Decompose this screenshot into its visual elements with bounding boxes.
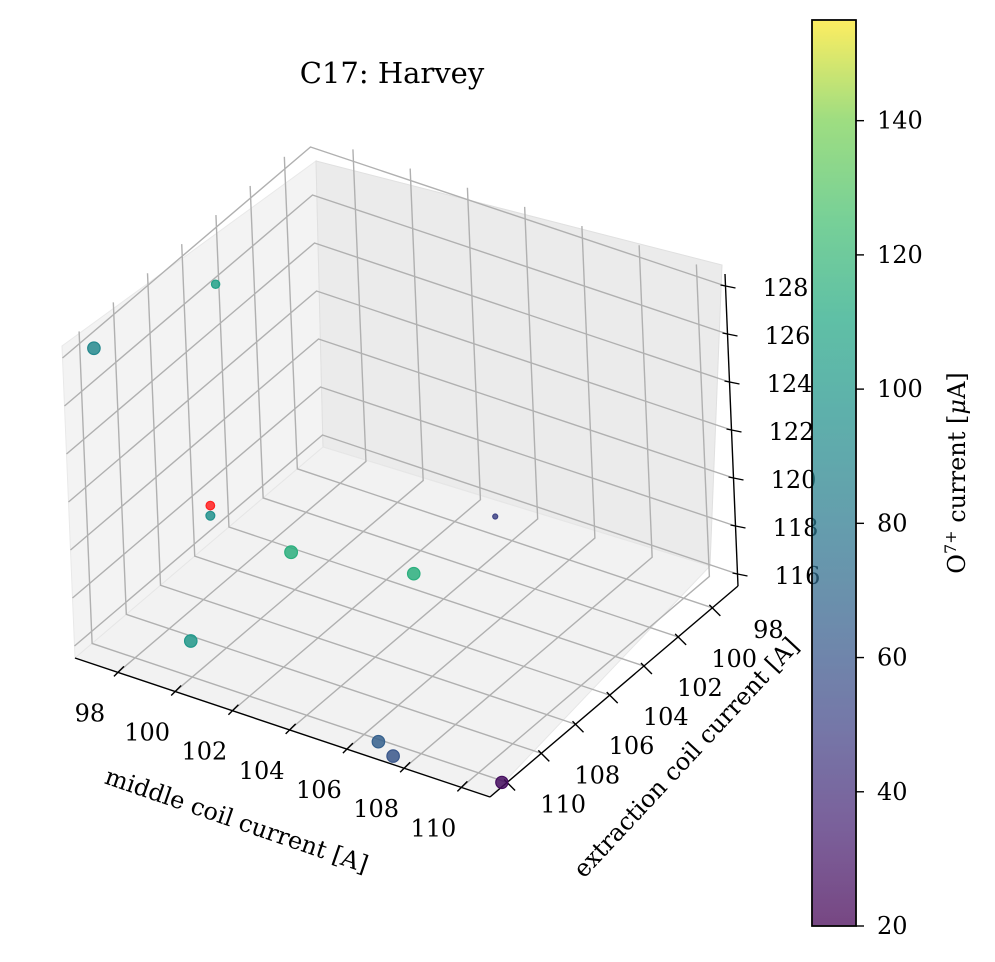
- y-gridline: [78, 331, 508, 784]
- data-point: [406, 566, 421, 581]
- colorbar-tick-label: 100: [877, 375, 923, 403]
- y-tick: [640, 662, 653, 675]
- y-tick-label: 106: [609, 732, 655, 760]
- y-gridline: [215, 215, 645, 667]
- data-point: [371, 734, 386, 749]
- y-tick: [537, 749, 550, 762]
- data-point: [492, 513, 499, 520]
- chart-title: C17: Harvey: [300, 56, 485, 90]
- z-tick: [724, 380, 740, 385]
- y-tick-label: 108: [574, 761, 620, 789]
- z-gridline: [64, 194, 728, 407]
- y-gridline: [112, 302, 542, 755]
- x-tick: [285, 723, 297, 735]
- z-tick-label: 124: [767, 370, 813, 398]
- x-tick: [342, 742, 354, 754]
- z-tick: [722, 332, 738, 337]
- colorbar-tick-label: 120: [877, 241, 923, 269]
- z-gridline: [72, 386, 736, 599]
- z-tick: [732, 572, 748, 577]
- y-tick: [708, 604, 721, 617]
- y-tick-label: 102: [677, 674, 723, 702]
- z-tick-label: 122: [769, 418, 815, 446]
- x-gridline: [117, 149, 367, 673]
- y-tick-label: 110: [540, 790, 586, 818]
- x-gridline: [174, 168, 424, 693]
- x-gridline: [460, 264, 711, 788]
- colorbar: [811, 19, 857, 927]
- z-tick: [728, 476, 744, 481]
- colorbar-tick-label: 80: [877, 509, 908, 537]
- x-tick: [227, 704, 239, 716]
- y-tick: [674, 633, 687, 646]
- data-point: [183, 634, 198, 648]
- z-gridline: [68, 290, 732, 503]
- y-tick-label: 100: [711, 645, 757, 673]
- x-tick: [399, 761, 411, 773]
- y-tick-label: 104: [643, 703, 689, 731]
- colorbar-ticks: 20 40 60 80 100 120 140: [856, 107, 923, 940]
- y-gridline: [283, 156, 713, 609]
- z-tick-label: 120: [771, 466, 817, 494]
- x-axis-line: [74, 657, 491, 798]
- z-tick: [730, 524, 746, 529]
- y-tick: [606, 691, 619, 704]
- z-gridline: [70, 338, 734, 551]
- y-tick-label: 98: [753, 616, 784, 644]
- y-gridline: [249, 185, 679, 638]
- y-gridline: [181, 244, 610, 696]
- x-tick-label: 108: [353, 795, 399, 823]
- z-tick-label: 128: [763, 274, 809, 302]
- x-tick: [456, 780, 468, 792]
- x-tick-label: 98: [75, 699, 106, 727]
- z-gridline: [66, 242, 730, 455]
- y-tick: [572, 720, 585, 733]
- data-points: [87, 279, 509, 790]
- z-tick: [726, 428, 742, 433]
- x-tick: [113, 665, 125, 677]
- colorbar-label: O7+ current [μA]: [941, 372, 971, 573]
- z-tick: [720, 284, 736, 289]
- colorbar-tick-label: 60: [877, 644, 908, 672]
- x-gridline: [346, 226, 596, 750]
- z-gridline: [74, 434, 738, 647]
- x-gridline: [231, 187, 482, 712]
- axes: 9810010210410610811098100102104106108110…: [74, 273, 820, 842]
- y-axis-line: [489, 585, 739, 798]
- x-tick-label: 100: [124, 719, 170, 747]
- colorbar-tick-label: 140: [877, 107, 923, 135]
- x-tick-label: 102: [182, 738, 228, 766]
- data-point: [495, 775, 509, 790]
- x-gridline: [403, 245, 653, 769]
- data-point: [87, 341, 101, 356]
- y-gridline: [146, 273, 576, 725]
- data-point: [205, 510, 216, 521]
- z-gridline: [62, 146, 726, 359]
- z-tick-label: 126: [765, 322, 811, 350]
- x-tick-label: 110: [410, 814, 456, 842]
- z-tick-label: 118: [773, 514, 819, 542]
- grid-lines: [62, 146, 738, 788]
- data-point: [210, 279, 221, 289]
- x-tick-label: 106: [296, 776, 342, 804]
- x-gridline: [289, 206, 539, 731]
- data-point: [386, 749, 400, 763]
- colorbar-tick-label: 40: [877, 778, 908, 806]
- x-tick: [170, 685, 182, 697]
- data-point: [205, 500, 216, 511]
- x-tick-label: 104: [239, 757, 285, 785]
- colorbar-tick-label: 20: [877, 912, 908, 940]
- data-point: [284, 545, 299, 560]
